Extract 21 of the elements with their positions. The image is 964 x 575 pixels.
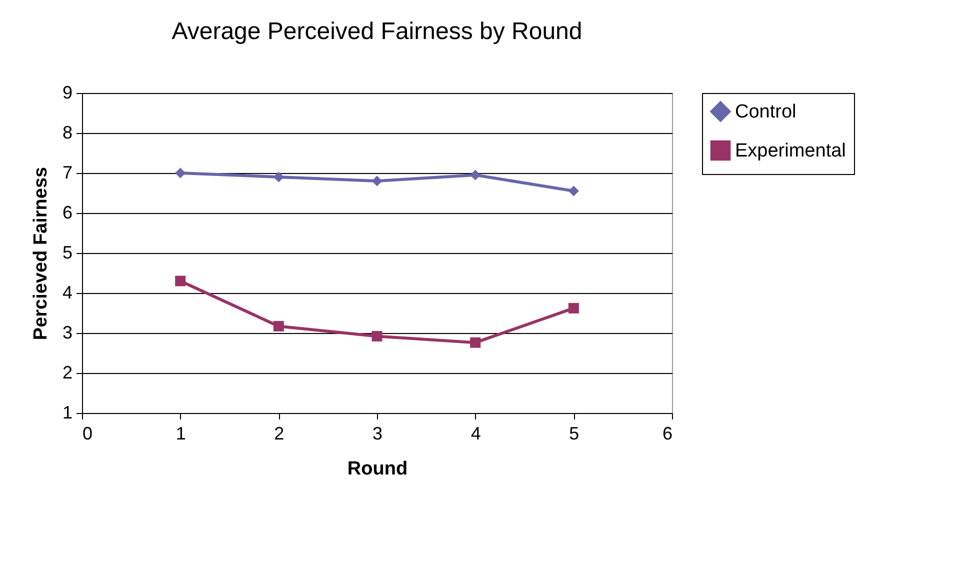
y-tick-label: 9 [62, 82, 72, 102]
y-tick-label: 2 [62, 362, 72, 382]
y-axis-title: Percieved Fairness [30, 166, 52, 340]
y-tick-label: 7 [62, 162, 72, 182]
x-tick-label: 6 [662, 424, 672, 444]
x-tick-label: 1 [176, 424, 186, 444]
y-tick-label: 6 [62, 202, 72, 222]
x-tick-label: 3 [372, 424, 383, 444]
y-tick-label: 5 [62, 242, 72, 262]
y-tick-label: 1 [62, 402, 72, 422]
x-axis-title: Round [347, 458, 408, 480]
legend-label: Control [735, 102, 796, 122]
x-tick-label: 2 [274, 424, 284, 444]
x-tick-label: 5 [569, 424, 580, 444]
y-tick-label: 3 [62, 322, 72, 342]
y-tick-label: 8 [62, 122, 72, 142]
x-tick-label: 4 [470, 424, 481, 444]
y-tick-label: 4 [62, 282, 72, 302]
legend-label: Experimental [735, 140, 846, 162]
chart-title: Average Perceived Fairness by Round [172, 18, 582, 45]
x-tick-label: 0 [82, 424, 93, 444]
